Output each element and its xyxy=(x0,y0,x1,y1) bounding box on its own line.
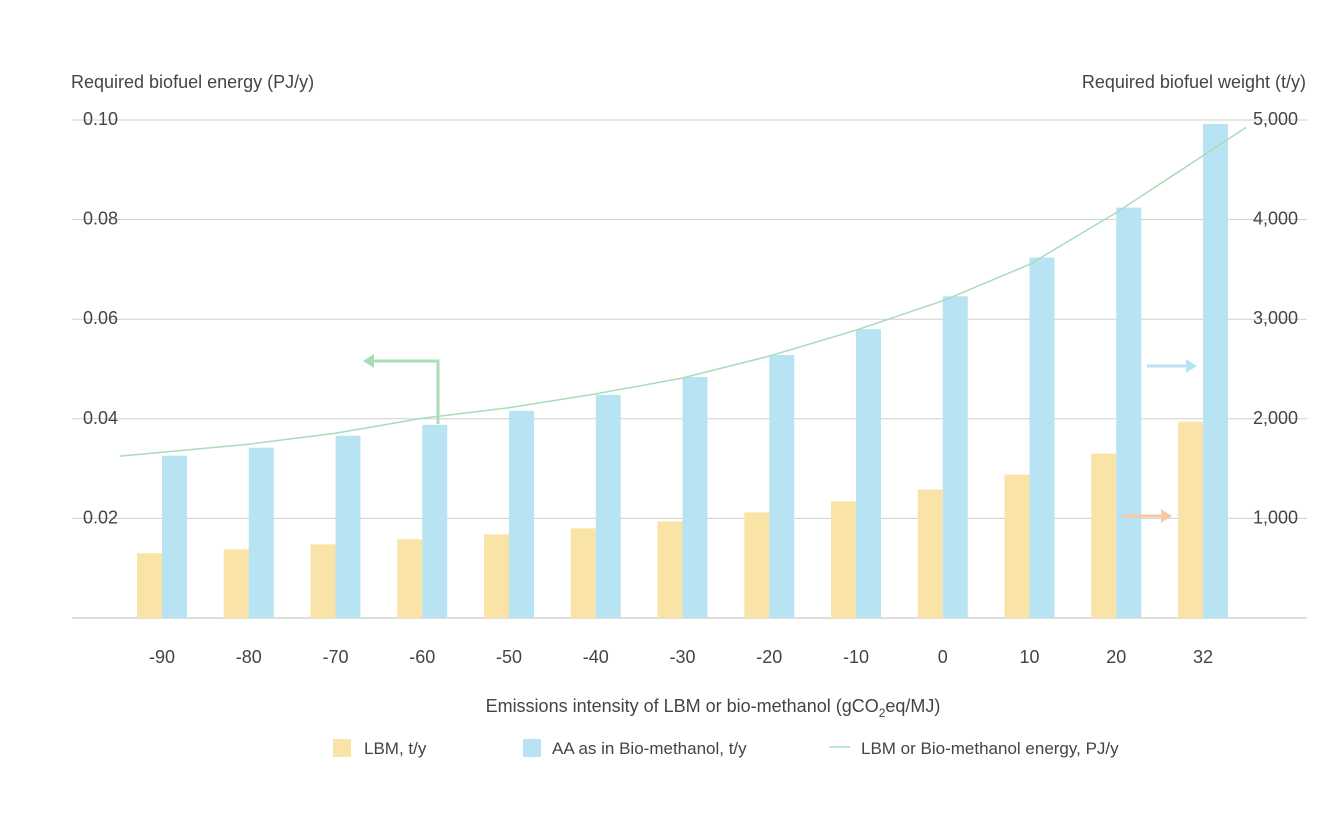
right-axis-indicator-arrow-blue xyxy=(1147,359,1197,373)
x-axis-title-end: eq/MJ) xyxy=(885,696,940,716)
left-axis-title: Required biofuel energy (PJ/y) xyxy=(71,72,314,92)
left-tick-label: 0.08 xyxy=(83,209,118,229)
right-axis-title: Required biofuel weight (t/y) xyxy=(1082,72,1306,92)
bar-lbm xyxy=(917,489,943,618)
x-tick-label: 0 xyxy=(938,647,948,667)
line-energy-series xyxy=(119,126,1247,457)
left-tick-label: 0.06 xyxy=(83,308,118,328)
x-tick-label: -10 xyxy=(843,647,869,667)
legend-swatch-lbm xyxy=(333,739,351,757)
x-tick-label: 32 xyxy=(1193,647,1213,667)
right-tick-label: 2,000 xyxy=(1253,408,1298,428)
bar-lbm xyxy=(397,539,423,618)
x-tick-label: -60 xyxy=(409,647,435,667)
x-tick-label: -30 xyxy=(669,647,695,667)
bar-lbm xyxy=(484,534,509,618)
bar-aa-bio-methanol xyxy=(1029,257,1055,618)
bar-lbm xyxy=(223,549,249,618)
energy-line xyxy=(119,126,1247,457)
x-tick-label: -40 xyxy=(583,647,609,667)
bar-aa-bio-methanol xyxy=(422,424,448,618)
legend-label-lbm: LBM, t/y xyxy=(364,739,427,758)
x-tick-label: -20 xyxy=(756,647,782,667)
bar-aa-bio-methanol xyxy=(682,376,708,618)
left-tick-label: 0.04 xyxy=(83,408,118,428)
left-tick-label: 0.02 xyxy=(83,507,118,527)
legend-item-aa: AA as in Bio-methanol, t/y xyxy=(523,739,747,758)
x-tick-label: -50 xyxy=(496,647,522,667)
x-tick-label: -90 xyxy=(149,647,175,667)
legend-label-energy: LBM or Bio-methanol energy, PJ/y xyxy=(861,739,1119,758)
right-tick-label: 4,000 xyxy=(1253,209,1298,229)
bar-lbm xyxy=(1178,421,1203,618)
x-tick-label: -80 xyxy=(236,647,262,667)
bar-aa-bio-methanol xyxy=(162,455,187,618)
right-tick-label: 1,000 xyxy=(1253,507,1298,527)
bar-lbm xyxy=(570,528,596,618)
bar-lbm xyxy=(1091,453,1117,618)
tick-labels: 0.02 0.04 0.06 0.08 0.10 1,000 2,000 3,000 4,000… xyxy=(83,109,1298,667)
bar-lbm xyxy=(657,521,683,618)
legend-item-energy: LBM or Bio-methanol energy, PJ/y xyxy=(829,739,1119,758)
bar-aa-bio-methanol xyxy=(335,435,361,618)
bar-aa-bio-methanol xyxy=(509,410,534,618)
bar-aa-bio-methanol xyxy=(1203,123,1228,618)
legend-item-lbm: LBM, t/y xyxy=(333,739,427,758)
x-tick-label: -70 xyxy=(322,647,348,667)
x-tick-label: 10 xyxy=(1019,647,1039,667)
bar-lbm xyxy=(137,553,162,618)
bars xyxy=(137,123,1228,618)
legend-swatch-aa xyxy=(523,739,541,757)
right-tick-label: 3,000 xyxy=(1253,308,1298,328)
bar-lbm xyxy=(831,501,856,618)
bar-aa-bio-methanol xyxy=(942,296,968,618)
bar-lbm xyxy=(1004,474,1030,618)
bar-aa-bio-methanol xyxy=(595,394,621,618)
left-tick-label: 0.10 xyxy=(83,109,118,129)
left-axis-indicator-arrow xyxy=(363,354,440,424)
x-tick-label: 20 xyxy=(1106,647,1126,667)
x-axis-title: Emissions intensity of LBM or bio-methan… xyxy=(486,696,941,720)
bar-aa-bio-methanol xyxy=(1116,207,1142,618)
x-axis-title-main: Emissions intensity of LBM or bio-methan… xyxy=(486,696,879,716)
bar-lbm xyxy=(310,544,336,618)
legend-label-aa: AA as in Bio-methanol, t/y xyxy=(552,739,747,758)
bar-aa-bio-methanol xyxy=(248,447,274,618)
x-axis-title-subscript: 2 xyxy=(879,706,886,720)
bar-lbm xyxy=(744,512,770,618)
bar-aa-bio-methanol xyxy=(856,329,881,618)
right-axis-indicator-arrow-yellow xyxy=(1122,509,1172,523)
right-tick-label: 5,000 xyxy=(1253,109,1298,129)
legend: LBM, t/y AA as in Bio-methanol, t/y LBM … xyxy=(333,739,1119,758)
bar-aa-bio-methanol xyxy=(769,355,795,618)
